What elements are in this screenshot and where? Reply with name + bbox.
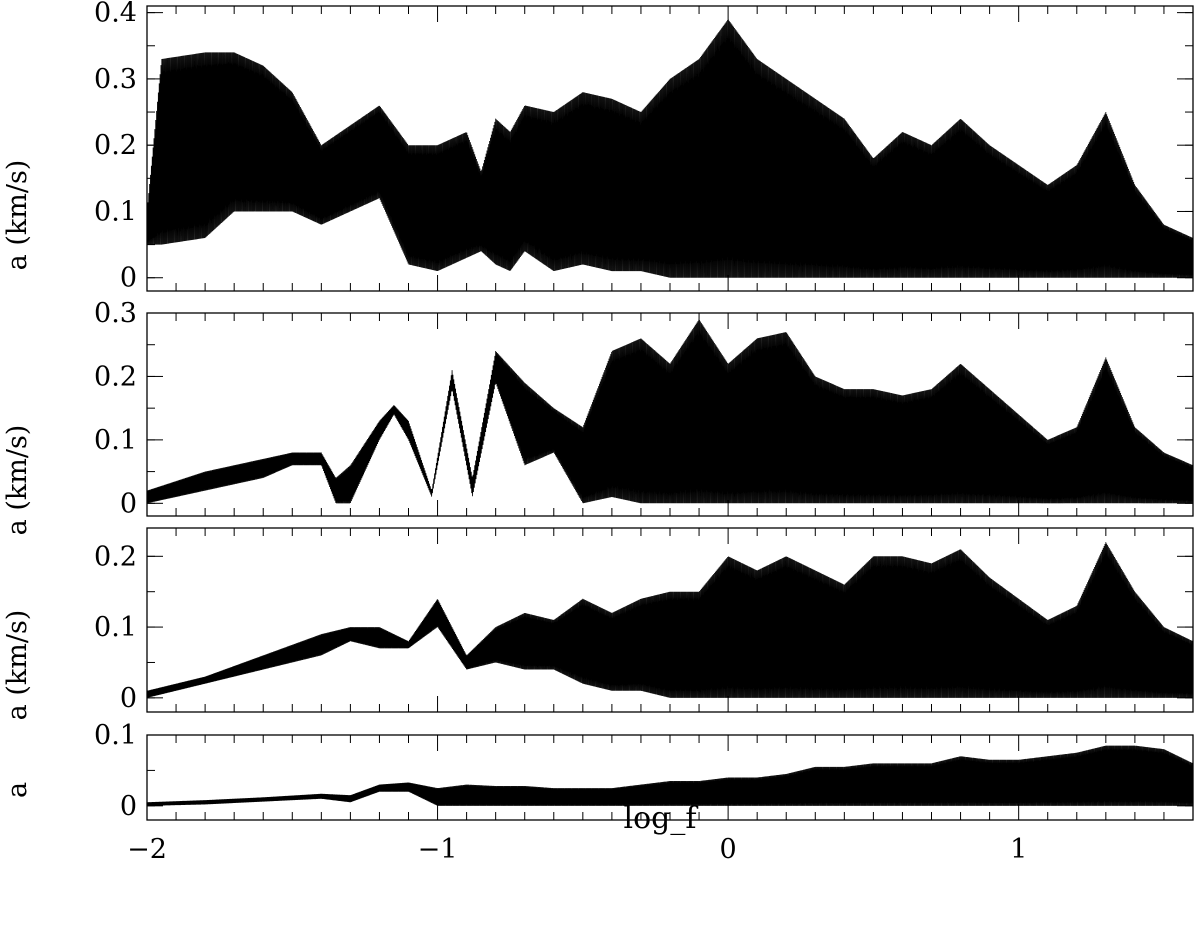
y-axis-label: a (km/s) (2, 610, 33, 721)
y-tick-label: 0.1 (94, 425, 137, 456)
y-tick-label: 0.1 (94, 196, 137, 227)
x-tick-label: 0 (720, 834, 737, 865)
y-tick-label: 0.3 (94, 64, 137, 95)
y-tick-label: 0 (120, 683, 137, 714)
y-tick-label: 0.2 (94, 361, 137, 392)
y-tick-label: 0 (120, 488, 137, 519)
x-tick-label: −2 (127, 834, 167, 865)
y-tick-label: 0.3 (94, 298, 137, 329)
y-tick-label: 0.4 (94, 0, 137, 29)
panel-4: 0 0.1 a −2 −1 0 1 (2, 720, 1194, 865)
y-axis-label: a (2, 782, 33, 798)
y-tick-label: 0 (120, 263, 137, 294)
y-tick-label: 0.2 (94, 541, 137, 572)
y-axis-label: a (km/s) (2, 160, 33, 271)
x-axis-label: log_f (624, 801, 699, 836)
panel-2: 0 0.1 0.2 0.3 a (km/s) (2, 298, 1194, 536)
signal-line (147, 745, 1193, 806)
y-axis-label: a (km/s) (2, 425, 33, 536)
panels: 00.10.20.30.4a (km/s)00.10.20.3a (km/s)0… (2, 0, 1194, 865)
y-tick-label: 0.2 (94, 130, 137, 161)
panel-3: 0 0.1 0.2 a (km/s) (2, 527, 1194, 721)
y-tick-label: 0.1 (94, 720, 137, 751)
panel-1: 0 0.1 0.2 0.3 0.4 a (km/s) (2, 0, 1194, 294)
signal-line (147, 542, 1193, 698)
signal-line (147, 319, 1193, 504)
x-tick-label: 1 (1010, 834, 1027, 865)
y-tick-label: 0.1 (94, 612, 137, 643)
signal-line (147, 19, 1193, 278)
y-tick-label: 0 (120, 791, 137, 822)
x-tick-label: −1 (418, 834, 458, 865)
